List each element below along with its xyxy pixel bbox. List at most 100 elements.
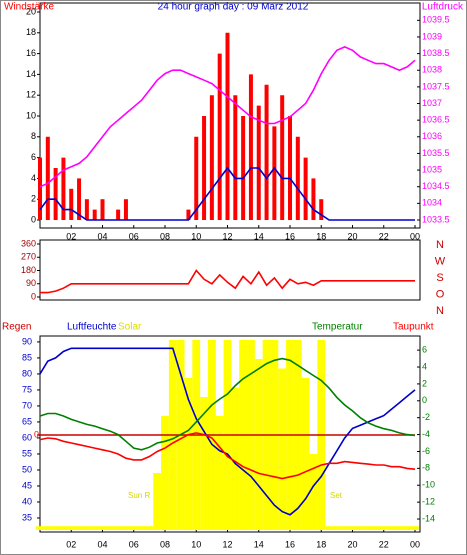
y-tick-label: 90 <box>22 336 32 346</box>
solar-bar <box>379 526 388 530</box>
y-tick-label: 360 <box>21 238 36 248</box>
x-tick-label: 06 <box>129 231 139 241</box>
y2-tick-label: -10 <box>422 480 435 490</box>
sun-annotation: Sun R <box>128 491 150 500</box>
solar-bar <box>106 526 115 530</box>
y-tick-label: 0 <box>31 291 36 301</box>
x-tick-label: 08 <box>160 231 170 241</box>
solar-bar <box>153 473 162 530</box>
y-tick-label: 4 <box>31 173 36 183</box>
y2-tick-label: 4 <box>422 361 427 371</box>
x-tick-label: 18 <box>316 539 326 549</box>
x-tick-label: 10 <box>191 539 201 549</box>
compass-label: N <box>436 305 444 317</box>
solar-bar <box>43 526 52 530</box>
solar-bar <box>51 526 60 530</box>
sun-annotation: Set <box>330 491 343 500</box>
series-line <box>39 46 416 188</box>
y2-tick-label: 1036.5 <box>422 115 450 125</box>
y2-axis-title: Luftdruck <box>422 2 464 13</box>
solar-bar <box>161 416 169 530</box>
y-tick-label: 85 <box>22 352 32 362</box>
x-tick-label: 08 <box>160 539 170 549</box>
y2-tick-label: -8 <box>422 463 430 473</box>
legend-entry: Taupunkt <box>393 322 434 333</box>
legend-entry: Temperatur <box>312 322 363 333</box>
series-line <box>39 432 416 480</box>
y-tick-label: 55 <box>22 448 32 458</box>
y-tick-label: 70 <box>22 400 32 410</box>
solar-bar <box>332 526 341 530</box>
compass-label: S <box>436 272 443 284</box>
x-tick-label: 04 <box>97 231 107 241</box>
x-tick-label: 22 <box>379 539 389 549</box>
y-tick-label: 18 <box>26 27 36 37</box>
y3-tick-label: 0 <box>34 429 39 439</box>
y-tick-label: 65 <box>22 416 32 426</box>
y2-tick-label: -4 <box>422 429 430 439</box>
y2-tick-label: 1036 <box>422 131 442 141</box>
series-line <box>39 347 416 516</box>
y-tick-label: 6 <box>31 152 36 162</box>
legend-entry: Luftfeuchte <box>67 322 117 333</box>
y2-tick-label: 1037 <box>422 98 442 108</box>
y-tick-label: 180 <box>21 265 36 275</box>
x-tick-label: 18 <box>316 231 326 241</box>
x-tick-label: 12 <box>222 539 232 549</box>
y-tick-label: 80 <box>22 368 32 378</box>
y-tick-label: 0 <box>31 214 36 224</box>
y2-tick-label: -2 <box>422 412 430 422</box>
solar-bar <box>200 397 208 530</box>
solar-bar <box>325 526 333 530</box>
x-tick-label: 20 <box>347 539 357 549</box>
solar-bar <box>129 526 138 530</box>
x-tick-label: 20 <box>347 231 357 241</box>
solar-bar <box>364 526 373 530</box>
x-tick-label: 22 <box>379 231 389 241</box>
solar-bar <box>90 526 99 530</box>
y2-tick-label: 1034.5 <box>422 181 450 191</box>
y-tick-label: 50 <box>22 464 32 474</box>
x-tick-label: 04 <box>97 539 107 549</box>
y2-tick-label: 1035 <box>422 164 442 174</box>
solar-bar <box>59 526 68 530</box>
solar-bar <box>82 526 91 530</box>
compass-label: O <box>436 288 445 300</box>
y-tick-label: 14 <box>26 69 36 79</box>
solar-bar <box>254 359 263 530</box>
y2-tick-label: 1039.5 <box>422 15 450 25</box>
y-axis-title: Windstärke <box>4 2 54 13</box>
plot-frame <box>39 239 421 301</box>
y2-tick-label: 1034 <box>422 198 442 208</box>
compass-label: N <box>436 239 444 251</box>
solar-bar <box>387 526 396 530</box>
solar-bar <box>340 526 349 530</box>
y2-tick-label: 1039 <box>422 31 442 41</box>
solar-bar <box>98 526 107 530</box>
y-tick-label: 10 <box>26 110 36 120</box>
x-tick-label: 02 <box>66 231 76 241</box>
solar-bar <box>137 526 146 530</box>
solar-bar <box>114 526 123 530</box>
y-tick-label: 45 <box>22 480 32 490</box>
x-tick-label: 00 <box>410 231 420 241</box>
plot-frame <box>39 2 421 229</box>
y2-tick-label: 6 <box>422 345 427 355</box>
x-tick-label: 10 <box>191 231 201 241</box>
solar-bar <box>231 387 240 530</box>
solar-bar <box>356 526 365 530</box>
solar-bar <box>395 526 404 530</box>
x-tick-label: 16 <box>285 231 295 241</box>
chart-title: 24 hour graph day : 09 Marz 2012 <box>158 2 309 13</box>
legend-entry: Regen <box>2 322 31 333</box>
solar-bar <box>372 526 380 530</box>
solar-bar <box>348 526 357 530</box>
y-tick-label: 75 <box>22 384 32 394</box>
solar-bar <box>301 378 310 530</box>
x-tick-label: 14 <box>254 231 264 241</box>
y-tick-label: 2 <box>31 194 36 204</box>
solar-bar <box>215 416 224 530</box>
x-tick-label: 16 <box>285 539 295 549</box>
y2-tick-label: 0 <box>422 395 427 405</box>
y-tick-label: 12 <box>26 90 36 100</box>
